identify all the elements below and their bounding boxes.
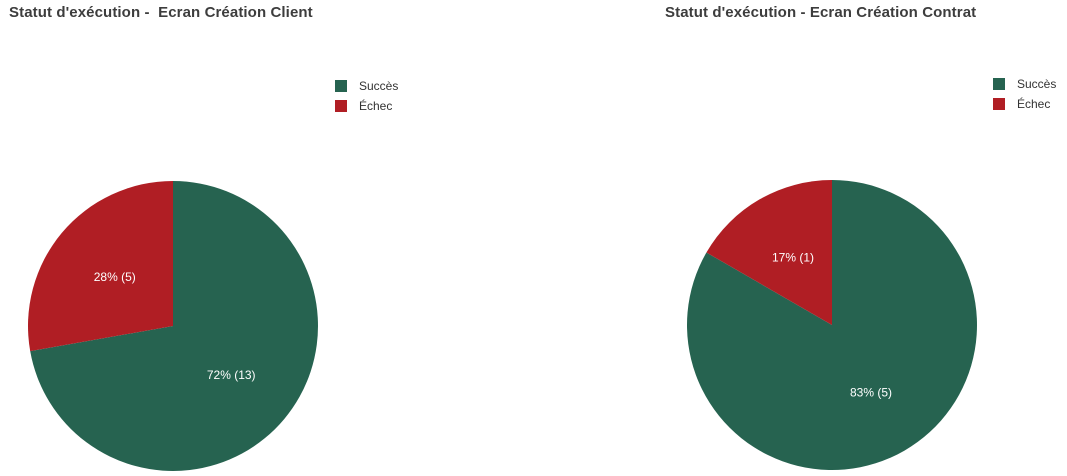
legend-label: Échec	[359, 99, 393, 113]
pie-slices	[687, 180, 977, 470]
slice-data-label: 17% (1)	[772, 250, 814, 264]
pie-chart: 72% (13) 28% (5)	[27, 181, 319, 471]
legend-label: Succès	[359, 79, 399, 93]
legend-item-failure[interactable]: Échec	[993, 94, 1056, 114]
slice-data-label: 72% (13)	[207, 368, 256, 382]
pie-slices	[27, 181, 319, 471]
chart-legend: Succès Échec	[993, 74, 1056, 114]
chart-title: Statut d'exécution - Ecran Création Clie…	[9, 4, 313, 21]
pie-slice-success[interactable]	[30, 181, 319, 471]
legend-swatch-success	[335, 80, 347, 92]
legend-item-failure[interactable]: Échec	[335, 96, 398, 116]
legend-swatch-success	[993, 78, 1005, 90]
legend-item-success[interactable]: Succès	[993, 74, 1056, 94]
legend-swatch-failure	[335, 100, 347, 112]
pie-slice-failure[interactable]	[27, 181, 173, 352]
chart-title: Statut d'exécution - Ecran Création Cont…	[665, 4, 977, 21]
chart-panel-contrat: Statut d'exécution - Ecran Création Cont…	[530, 0, 1067, 476]
chart-legend: Succès Échec	[335, 76, 398, 116]
pie-labels: 83% (5) 17% (1)	[772, 250, 892, 399]
chart-panel-client: Statut d'exécution - Ecran Création Clie…	[0, 0, 530, 476]
legend-item-success[interactable]: Succès	[335, 76, 398, 96]
pie-labels: 72% (13) 28% (5)	[94, 270, 256, 382]
legend-swatch-failure	[993, 98, 1005, 110]
slice-data-label: 83% (5)	[850, 386, 892, 400]
pie-slice-failure[interactable]	[706, 180, 832, 325]
pie-chart: 83% (5) 17% (1)	[687, 180, 977, 470]
legend-label: Succès	[1017, 77, 1057, 91]
slice-data-label: 28% (5)	[94, 270, 136, 284]
legend-label: Échec	[1017, 97, 1051, 111]
